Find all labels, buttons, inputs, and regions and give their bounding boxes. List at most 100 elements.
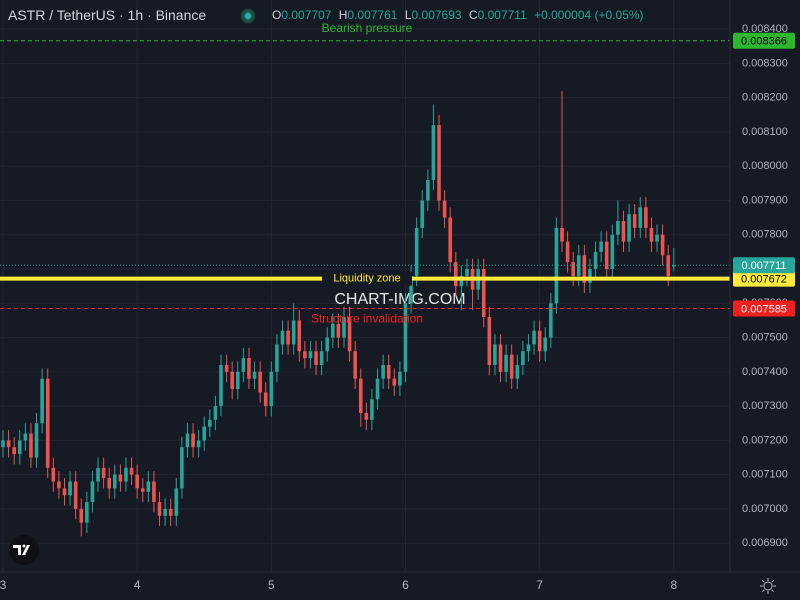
x-tick-label: 8 xyxy=(670,578,677,592)
settings-icon[interactable] xyxy=(760,578,776,594)
candle-body xyxy=(230,371,234,389)
candle-body xyxy=(191,433,195,448)
candle-body xyxy=(565,241,570,263)
label: H xyxy=(339,8,348,22)
symbol: ASTR / TetherUS · 1h · Binance xyxy=(8,7,206,23)
ohlc-legend: O0.007707 H0.007761 L0.007693 C0.007711 … xyxy=(272,8,644,22)
candle-body xyxy=(51,467,56,482)
candle-body xyxy=(331,323,335,338)
watermark: CHART-IMG.COM xyxy=(334,291,465,308)
candle-body xyxy=(549,303,553,338)
candle-body xyxy=(364,412,369,420)
candle-body xyxy=(118,474,123,482)
value: 0.007711 xyxy=(478,8,527,22)
value: 0.007707 xyxy=(281,8,331,22)
candle-body xyxy=(666,255,671,276)
candle-body xyxy=(437,125,441,201)
candle-body xyxy=(174,488,179,516)
candle-body xyxy=(582,255,587,283)
y-tick-label: 0.007200 xyxy=(742,434,788,446)
candle-body xyxy=(649,227,654,242)
price-box-label: 0.008366 xyxy=(741,36,787,48)
candle-body xyxy=(521,351,525,365)
candle-body xyxy=(459,275,464,287)
candle-body xyxy=(17,440,22,455)
candle-body xyxy=(286,330,290,345)
candle-body xyxy=(107,478,112,489)
candle-body xyxy=(45,378,50,468)
y-tick-label: 0.008100 xyxy=(742,126,788,138)
candle-body xyxy=(571,262,575,276)
candle-body xyxy=(157,502,162,516)
x-tick-label: 5 xyxy=(268,578,275,592)
candle-body xyxy=(258,371,262,393)
logo xyxy=(9,535,39,565)
candle-body xyxy=(660,234,665,256)
candle-body xyxy=(487,317,492,365)
candle-body xyxy=(202,426,207,441)
candle-body xyxy=(543,337,548,352)
candle-body xyxy=(621,221,626,242)
value: 0.007693 xyxy=(412,8,462,22)
y-tick-label: 0.006900 xyxy=(742,537,788,549)
candle-body xyxy=(655,234,659,242)
candle-body xyxy=(448,217,452,263)
candle-body xyxy=(610,234,615,270)
candle-body xyxy=(101,467,106,479)
candle-body xyxy=(453,262,458,287)
candle-body xyxy=(442,200,447,218)
candle-body xyxy=(493,344,497,365)
price-box-label: 0.007711 xyxy=(741,260,786,272)
candle-body xyxy=(152,481,156,503)
candle-body xyxy=(163,508,167,516)
candle-body xyxy=(113,474,117,489)
candle-body xyxy=(336,323,341,338)
candle-body xyxy=(252,371,257,379)
overlays: Bearish pressure Liquidity zone Structure … xyxy=(0,21,730,326)
candle-body xyxy=(599,241,603,252)
candle-body xyxy=(554,227,559,304)
change: +0.000004 (+0.05%) xyxy=(534,8,643,22)
label: L xyxy=(405,8,412,22)
candle-body xyxy=(526,344,531,352)
candle-body xyxy=(375,378,380,400)
candle-body xyxy=(57,481,61,489)
x-tick-label: 7 xyxy=(536,578,543,592)
candle-body xyxy=(431,125,436,180)
candle-body xyxy=(325,337,330,352)
value: 0.007761 xyxy=(347,8,397,22)
candle-body xyxy=(560,227,564,242)
candle-body xyxy=(381,364,385,379)
candle-body xyxy=(90,481,95,503)
y-tick-label: 0.007100 xyxy=(742,469,788,481)
line-label: Structure invalidation xyxy=(311,312,423,326)
candle-body xyxy=(632,214,637,228)
candle-body xyxy=(358,378,363,413)
y-tick-label: 0.008400 xyxy=(742,23,788,35)
candle-body xyxy=(347,317,352,352)
candle-body xyxy=(409,275,413,304)
candle-body xyxy=(219,364,223,407)
candle-body xyxy=(269,371,274,407)
candle-body xyxy=(576,255,581,276)
candle-body xyxy=(12,447,16,455)
price-box-label: 0.007585 xyxy=(741,303,787,315)
y-tick-label: 0.008000 xyxy=(742,160,788,172)
candle-body xyxy=(291,320,296,345)
line-label: Liquidity zone xyxy=(333,273,400,285)
candle-body xyxy=(180,447,184,489)
candle-body xyxy=(426,179,430,201)
candle-body xyxy=(247,358,251,379)
price-box xyxy=(733,32,795,49)
candle-body xyxy=(498,344,503,372)
candle-body xyxy=(40,378,44,424)
candle-body xyxy=(124,467,128,482)
candle-body xyxy=(588,269,592,283)
legend: ASTR / TetherUS · 1h · Binance xyxy=(8,7,206,23)
candle-body xyxy=(672,265,676,267)
candle-body xyxy=(398,371,402,386)
candle-body xyxy=(68,481,72,496)
candle-body xyxy=(224,364,229,372)
candle-body xyxy=(303,351,307,359)
